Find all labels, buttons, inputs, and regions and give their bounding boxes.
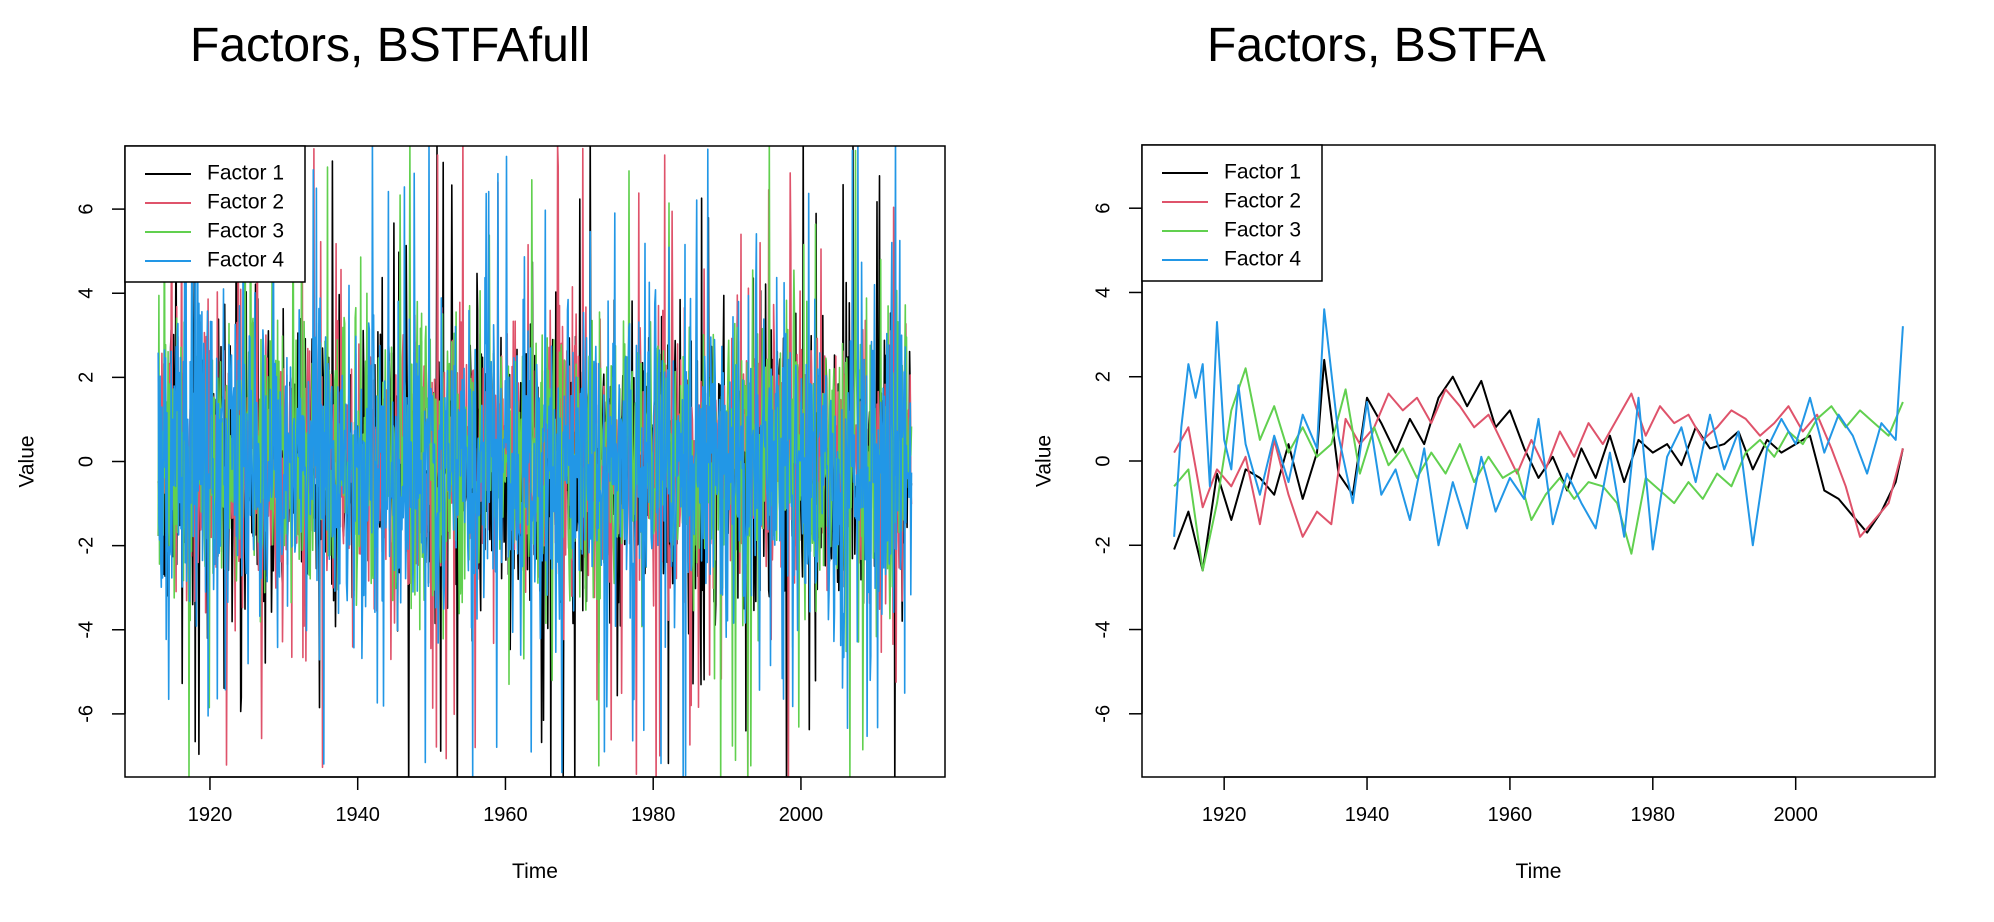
x-tick-label: 1980 — [631, 804, 676, 826]
legend-label: Factor 2 — [1224, 190, 1301, 213]
y-axis-title: Value — [1033, 435, 1056, 487]
series-line-2 — [1173, 388, 1904, 538]
x-tick-label: 1960 — [1488, 804, 1533, 826]
chart-bstfafull: 1920 1940 1960 1980 2000 -6 -4 -2 0 2 4 6 Time Value F… — [16, 145, 946, 883]
panel-bstfafull: Factors, BSTFAfull 1920 1940 1960 1980 2000 -… — [16, 19, 946, 883]
series-group — [157, 146, 913, 777]
y-tick-label: 2 — [1092, 371, 1114, 382]
series-line-4 — [157, 146, 913, 777]
y-tick-label: 2 — [75, 372, 97, 383]
x-axis-title: Time — [512, 860, 558, 883]
chart-bstfa: 1920 1940 1960 1980 2000 -6 -4 -2 0 2 4 6 Time Value F… — [1033, 144, 1936, 883]
x-axis-title: Time — [1516, 860, 1562, 883]
series-line-3 — [1173, 367, 1904, 572]
series-line-4 — [1173, 308, 1904, 551]
chart-title: Factors, BSTFAfull — [190, 19, 591, 72]
legend: Factor 1 Factor 2 Factor 3 Factor 4 — [1141, 144, 1323, 282]
y-tick-label: 6 — [75, 204, 97, 215]
x-tick-label: 1940 — [1345, 804, 1390, 826]
series-group — [1173, 308, 1904, 572]
x-tick-label: 1980 — [1631, 804, 1676, 826]
legend-label: Factor 3 — [1224, 219, 1301, 242]
x-tick-label: 1940 — [335, 804, 380, 826]
legend-label: Factor 3 — [207, 220, 284, 243]
y-tick-label: 4 — [1092, 287, 1114, 298]
y-tick-label: -2 — [75, 537, 97, 555]
x-tick-label: 1960 — [483, 804, 528, 826]
y-tick-label: -4 — [75, 621, 97, 639]
x-tick-label: 1920 — [188, 804, 233, 826]
legend-label: Factor 2 — [207, 191, 284, 214]
y-tick-label: -2 — [1092, 536, 1114, 554]
chart-title: Factors, BSTFA — [1207, 19, 1546, 72]
y-tick-label: -6 — [1092, 705, 1114, 723]
legend-box — [124, 145, 306, 283]
panel-bstfa: Factors, BSTFA 1920 1940 1960 1980 2000 -6 -4 -… — [997, 0, 1994, 922]
y-tick-label: 4 — [75, 288, 97, 299]
x-tick-label: 2000 — [779, 804, 824, 826]
legend-label: Factor 4 — [207, 249, 284, 272]
x-tick-label: 1920 — [1202, 804, 1247, 826]
y-tick-label: -6 — [75, 705, 97, 723]
y-tick-label: 6 — [1092, 203, 1114, 214]
series-line-1 — [1173, 358, 1904, 572]
y-tick-label: -4 — [1092, 621, 1114, 639]
legend: Factor 1 Factor 2 Factor 3 Factor 4 — [124, 145, 306, 283]
y-tick-label: 0 — [75, 456, 97, 467]
x-tick-label: 2000 — [1773, 804, 1818, 826]
legend-label: Factor 4 — [1224, 248, 1301, 271]
legend-label: Factor 1 — [1224, 161, 1301, 184]
legend-label: Factor 1 — [207, 162, 284, 185]
y-axis-title: Value — [16, 435, 39, 487]
y-tick-label: 0 — [1092, 455, 1114, 466]
legend-box — [1141, 144, 1323, 282]
